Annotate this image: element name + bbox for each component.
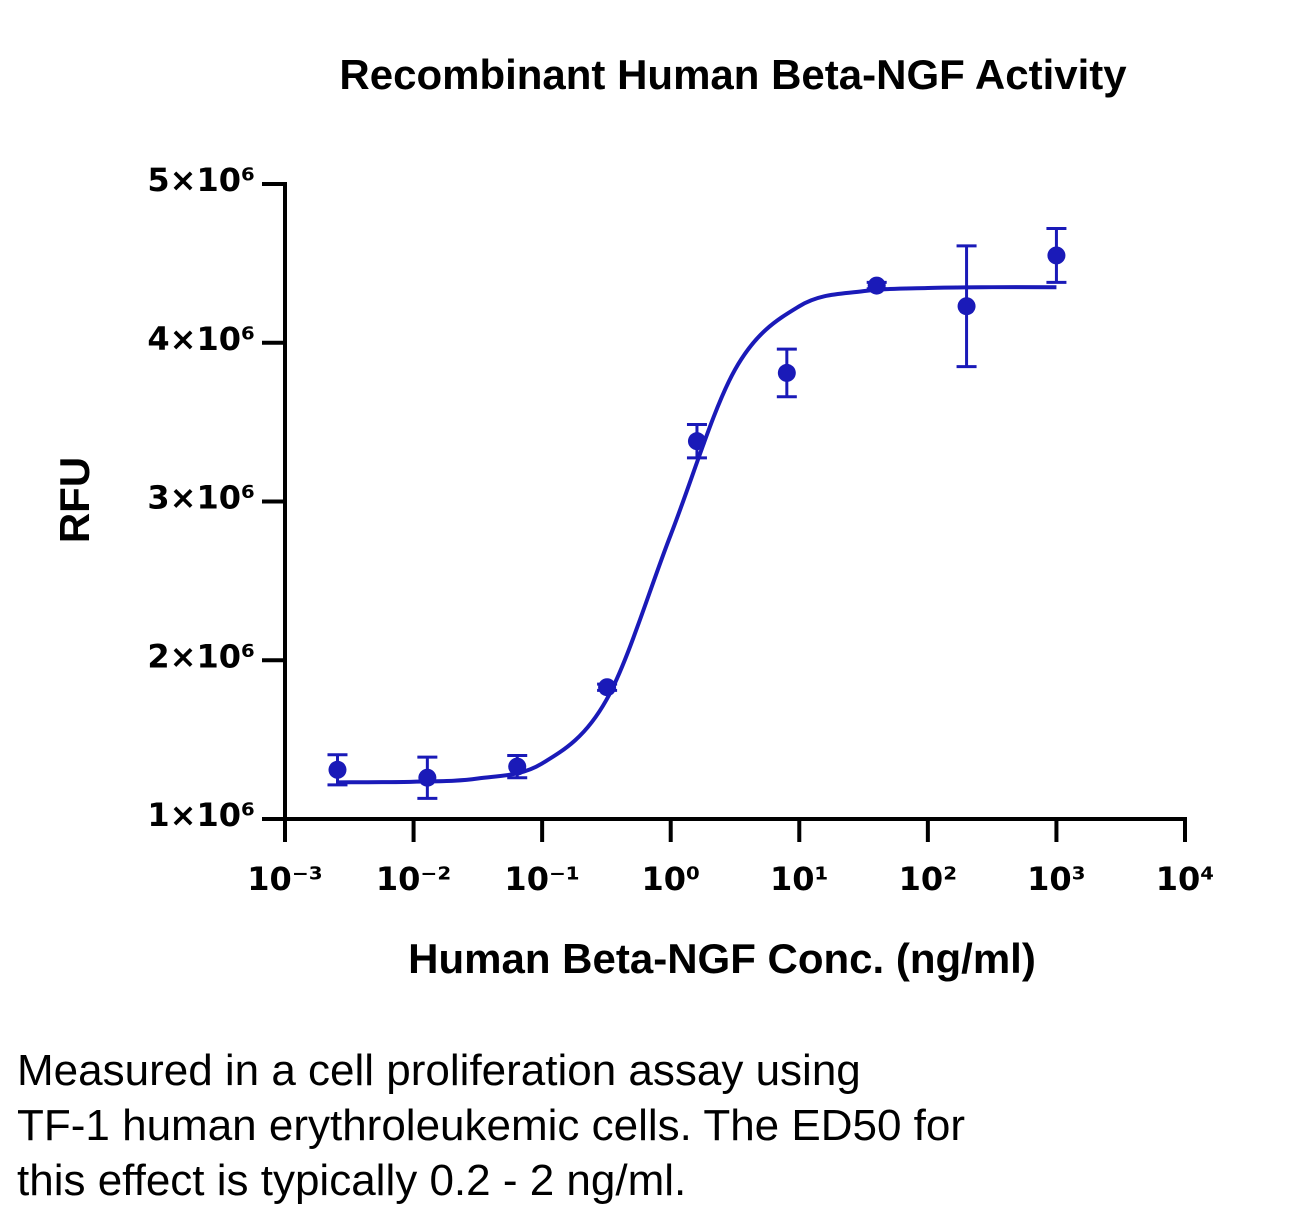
- data-point: [1047, 246, 1066, 265]
- data-point: [957, 297, 976, 316]
- caption-line: this effect is typically 0.2 - 2 ng/ml.: [17, 1156, 686, 1205]
- data-point: [508, 757, 527, 776]
- y-tick-label: 4×10⁶: [147, 320, 255, 358]
- x-tick-label: 10⁻³: [247, 860, 322, 898]
- y-axis-label: RFU: [51, 457, 98, 543]
- caption-line: TF-1 human erythroleukemic cells. The ED…: [17, 1101, 965, 1150]
- x-tick-label: 10²: [899, 860, 958, 898]
- data-point: [777, 363, 796, 382]
- x-tick-label: 10¹: [770, 860, 829, 898]
- y-tick-label: 5×10⁶: [147, 161, 255, 199]
- x-axis-label: Human Beta-NGF Conc. (ng/ml): [408, 935, 1036, 982]
- fit-curve: [336, 285, 1057, 785]
- caption-line: Measured in a cell proliferation assay u…: [17, 1046, 861, 1095]
- y-tick-label: 1×10⁶: [147, 796, 255, 834]
- data-point: [687, 432, 706, 451]
- data-point: [867, 276, 886, 295]
- y-tick-label: 2×10⁶: [147, 637, 255, 675]
- data-point: [328, 760, 347, 779]
- y-tick-label: 3×10⁶: [147, 479, 255, 517]
- x-tick-label: 10⁴: [1156, 860, 1215, 898]
- x-tick-label: 10⁰: [641, 860, 700, 898]
- chart-title: Recombinant Human Beta-NGF Activity: [339, 51, 1127, 98]
- data-point: [418, 768, 437, 787]
- x-tick-label: 10³: [1027, 860, 1086, 898]
- data-point: [598, 678, 617, 697]
- x-tick-label: 10⁻²: [376, 860, 451, 898]
- x-tick-label: 10⁻¹: [504, 860, 579, 898]
